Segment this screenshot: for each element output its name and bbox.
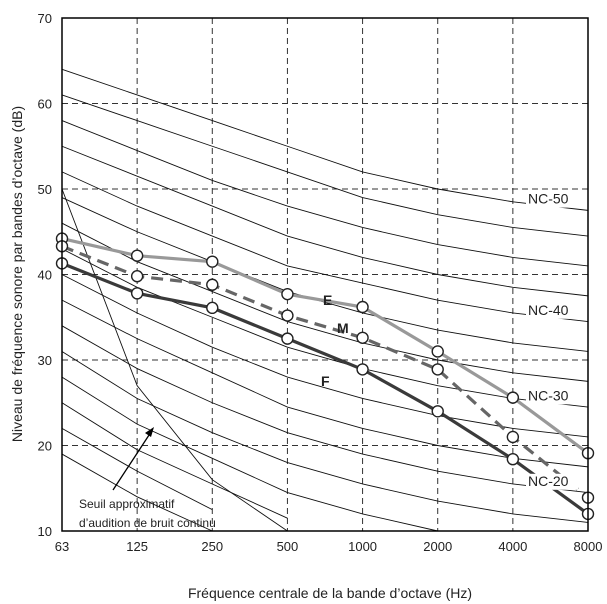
data-point-M	[206, 278, 219, 291]
nc-curve	[61, 222, 589, 382]
data-point-E	[206, 255, 219, 268]
x-axis-title: Fréquence centrale de la bande d’octave …	[188, 585, 472, 601]
nc-curve	[61, 402, 288, 519]
threshold-line	[61, 188, 288, 532]
data-point-F	[206, 301, 219, 315]
y-tick-label: 20	[38, 439, 52, 454]
nc-curve	[61, 325, 589, 493]
y-tick-label: 60	[38, 97, 52, 112]
series-label-M: M	[337, 320, 349, 336]
x-tick-label: 4000	[498, 539, 527, 554]
y-tick-label: 30	[38, 353, 52, 368]
grid	[62, 18, 588, 531]
series-line-M	[61, 244, 590, 499]
nc-curve	[61, 68, 589, 211]
plot-frame	[61, 17, 589, 532]
data-point-M	[506, 430, 520, 444]
nc-curve	[61, 120, 589, 267]
nc-curve	[61, 197, 589, 352]
nc-label-bg	[526, 388, 578, 405]
nc-curve	[61, 299, 589, 468]
nc-curve-label: NC-30	[528, 387, 569, 403]
series-lines	[55, 232, 595, 521]
x-tick-label: 2000	[423, 539, 452, 554]
data-point-M	[281, 309, 294, 322]
threshold-annotation: Seuil approximatif d’audition de bruit c…	[79, 427, 216, 530]
data-point-E	[130, 249, 144, 262]
series-labels: EM F	[321, 292, 349, 389]
tick-labels: 63 125 250 500 1000 2000 4000 8000 10 20 30 40 50 60 7…	[38, 11, 603, 554]
x-tick-label: 500	[277, 539, 299, 554]
nc-curve-label: NC-40	[528, 302, 569, 318]
nc-curve-labels: NC-50 NC-40 NC-30 NC-20	[526, 191, 578, 490]
nc-curve-label: NC-50	[528, 191, 569, 207]
data-point-M	[356, 331, 369, 344]
nc-curve	[61, 248, 589, 408]
data-point-F	[356, 363, 369, 376]
data-point-F	[506, 452, 520, 466]
nc-curve	[61, 145, 589, 297]
y-axis-title: Niveau de fréquence sonore par bandes d’…	[9, 106, 25, 442]
series-label-E: E	[323, 292, 332, 308]
annotation-line-1: Seuil approximatif	[79, 497, 175, 511]
nc-curve	[61, 351, 589, 523]
nc-curve-label: NC-20	[528, 473, 569, 489]
data-point-E	[431, 345, 444, 358]
data-point-E	[506, 391, 520, 404]
series-line-F	[61, 261, 589, 516]
data-point-F	[281, 332, 294, 345]
data-point-E	[356, 300, 369, 314]
annotation-line-2: d’audition de bruit continu	[79, 516, 216, 530]
x-tick-label: 8000	[574, 539, 603, 554]
y-tick-label: 50	[38, 182, 52, 197]
annotation-arrowhead	[145, 427, 154, 437]
nc-curve	[61, 171, 589, 322]
series-label-F: F	[321, 373, 330, 389]
y-tick-label: 10	[38, 524, 52, 539]
series-line-E	[61, 237, 589, 455]
nc-label-bg	[526, 191, 578, 208]
x-tick-label: 1000	[348, 539, 377, 554]
threshold-curve	[61, 188, 288, 532]
nc-curve	[61, 376, 438, 532]
y-tick-label: 70	[38, 11, 52, 26]
y-tick-label: 40	[38, 268, 52, 283]
data-point-F	[431, 405, 444, 418]
nc-curve	[61, 94, 589, 237]
data-point-M	[431, 363, 444, 376]
nc-curve	[61, 453, 213, 532]
nc-label-bg	[526, 473, 578, 490]
data-point-F	[130, 287, 144, 300]
data-point-M	[130, 270, 144, 283]
x-tick-label: 250	[201, 539, 223, 554]
data-point-E	[281, 287, 294, 301]
x-tick-label: 125	[126, 539, 148, 554]
nc-label-bg	[526, 302, 578, 319]
x-tick-label: 63	[55, 539, 69, 554]
nc-curve	[61, 428, 213, 511]
annotation-arrow-line	[112, 431, 152, 491]
